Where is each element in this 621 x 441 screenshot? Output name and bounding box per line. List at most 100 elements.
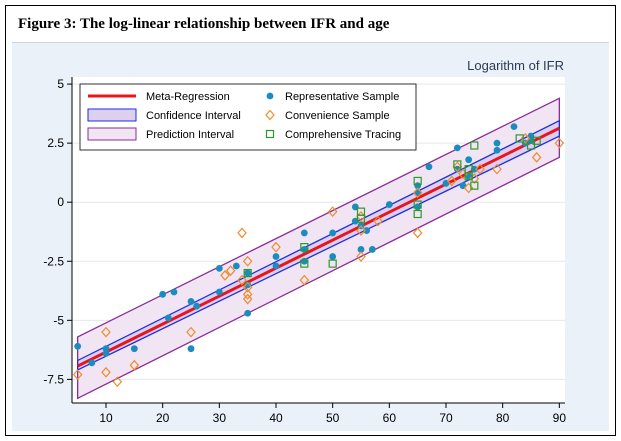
convenience-point [112, 376, 123, 388]
representative-point [244, 281, 252, 289]
ifr-age-chart: 5 2.5 0 -2.5 -5 -7.5 10 20 30 40 50 60 70 80 90 Logari… [43, 58, 566, 425]
legend-label-representative: Representative Sample [285, 91, 399, 103]
convenience-point [101, 366, 111, 378]
representative-point [329, 253, 337, 260]
convenience-point [356, 251, 366, 262]
representative-point [510, 123, 518, 131]
legend-label-confidence-interval: Confidence Interval [146, 110, 241, 122]
convenience-point [101, 326, 111, 338]
representative-point [193, 302, 201, 310]
comprehensive-point [328, 259, 337, 268]
x-tick-label: 50 [326, 411, 340, 425]
y-tick-label: -7.5 [43, 372, 64, 386]
convenience-point [475, 163, 485, 175]
x-tick-label: 10 [99, 411, 113, 425]
chart-container: 5 2.5 0 -2.5 -5 -7.5 10 20 30 40 50 60 70 80 90 Logari… [12, 42, 609, 431]
representative-point [493, 146, 501, 154]
representative-point [300, 229, 308, 237]
legend-marker-representative [266, 92, 274, 100]
comprehensive-point [413, 200, 422, 209]
representative-point [453, 144, 461, 152]
x-tick-label: 60 [383, 411, 397, 425]
representative-point [244, 309, 252, 317]
convenience-point [452, 161, 463, 173]
figure-title: Figure 3: The log-linear relationship be… [18, 16, 390, 32]
convenience-point [220, 270, 230, 281]
representative-point [300, 257, 308, 265]
representative-point [272, 262, 280, 270]
legend: Meta-Regression Confidence Interval Pred… [79, 83, 417, 151]
convenience-point [356, 225, 366, 236]
representative-point [272, 253, 280, 260]
comprehensive-point [515, 134, 524, 143]
comprehensive-point [470, 181, 479, 190]
legend-label-comprehensive: Comprehensive Tracing [285, 129, 401, 141]
comprehensive-point [413, 209, 422, 219]
convenience-point [373, 215, 383, 227]
data-points [72, 123, 565, 388]
legend-swatch-prediction-interval [87, 127, 137, 141]
representative-point [244, 269, 252, 277]
convenience-point [242, 293, 253, 305]
representative-point [102, 349, 110, 357]
representative-point [425, 163, 433, 171]
convenience-point [492, 163, 502, 175]
convenience-point [446, 175, 457, 187]
convenience-point [129, 359, 140, 371]
comprehensive-point [413, 176, 422, 186]
representative-point [232, 262, 240, 270]
representative-point [159, 290, 167, 298]
x-tick-label: 30 [213, 411, 227, 425]
comprehensive-point [470, 141, 479, 150]
legend-label-meta-regression: Meta-Regression [146, 91, 230, 103]
representative-point [300, 246, 308, 253]
representative-point [74, 342, 82, 350]
representative-point [363, 227, 371, 234]
y-tick-label: 2.5 [47, 136, 64, 150]
representative-point [187, 345, 195, 353]
x-tick-label: 80 [496, 411, 510, 425]
representative-point [164, 314, 172, 322]
comprehensive-point [300, 259, 309, 268]
convenience-point [554, 137, 565, 149]
convenience-point [72, 369, 83, 381]
y-tick-label: 5 [57, 77, 64, 91]
legend-marker-comprehensive [265, 129, 275, 139]
convenience-point [242, 255, 253, 267]
convenience-point [237, 274, 247, 286]
comprehensive-point [300, 242, 309, 252]
tick-labels: 5 2.5 0 -2.5 -5 -7.5 10 20 30 40 50 60 70 80 90 [43, 77, 566, 425]
representative-point [215, 264, 223, 272]
comprehensive-point [526, 141, 536, 150]
y-tick-label: -2.5 [43, 254, 64, 268]
convenience-point [186, 326, 196, 338]
x-tick-label: 70 [439, 411, 453, 425]
legend-label-prediction-interval: Prediction Interval [146, 129, 234, 141]
convenience-point [271, 241, 281, 253]
convenience-point [225, 265, 236, 277]
representative-point [215, 288, 223, 296]
legend-marker-convenience [265, 109, 275, 121]
representative-point [130, 345, 138, 353]
y-tick-label: 0 [57, 195, 64, 209]
convenience-point [412, 187, 423, 199]
convenience-point [242, 281, 253, 293]
representative-point [385, 201, 393, 208]
x-tick-label: 20 [156, 411, 170, 425]
legend-swatch-confidence-interval [87, 108, 137, 122]
representative-point [493, 139, 501, 147]
y-tick-label: -5 [53, 313, 64, 327]
legend-label-convenience: Convenience Sample [285, 110, 390, 122]
representative-point [102, 345, 110, 353]
convenience-point [412, 227, 423, 239]
convenience-point [299, 274, 310, 286]
convenience-point [327, 206, 338, 218]
comprehensive-point [464, 172, 473, 181]
comprehensive-point [532, 136, 541, 145]
representative-point [357, 246, 365, 253]
meta-regression-line [77, 126, 560, 368]
comprehensive-point [453, 160, 462, 169]
convenience-point [237, 227, 247, 239]
representative-point [368, 246, 376, 253]
x-tick-label: 40 [269, 411, 283, 425]
